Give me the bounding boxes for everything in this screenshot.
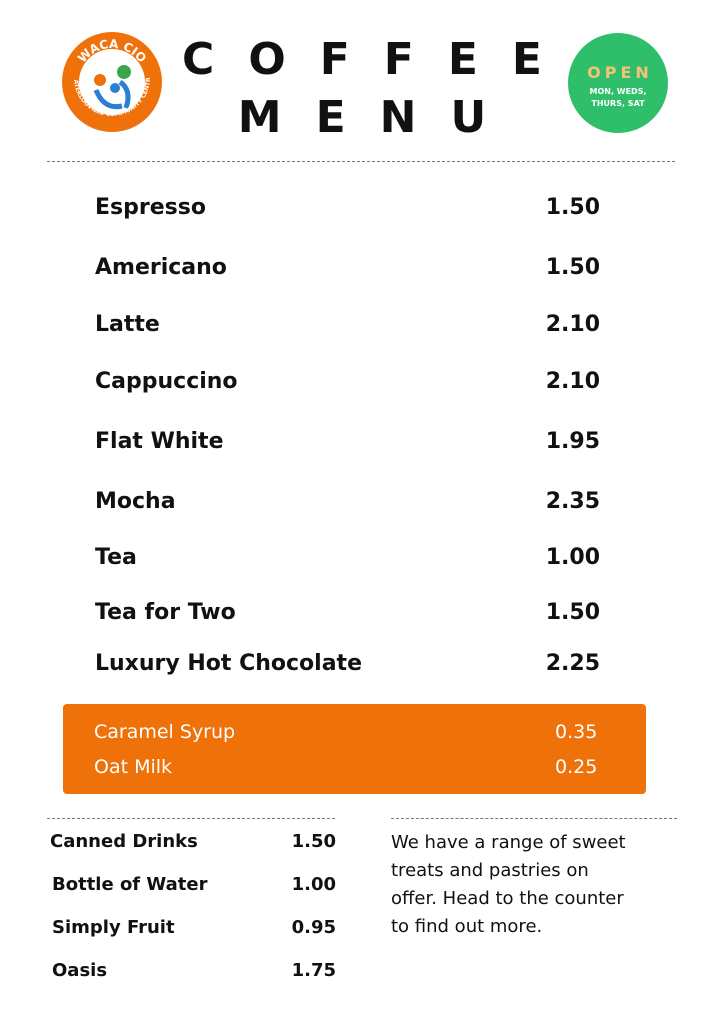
title-line: MENU — [237, 92, 521, 143]
drink-price: 1.00 — [291, 874, 336, 895]
note-line: offer. Head to the counter — [391, 888, 624, 909]
drink-price: 0.95 — [291, 917, 336, 938]
drink-name: Simply Fruit — [52, 917, 175, 938]
item-name: Tea for Two — [95, 600, 236, 625]
item-name: Tea — [95, 545, 137, 570]
item-price: 2.35 — [545, 489, 600, 514]
item-name: Luxury Hot Chocolate — [95, 651, 362, 676]
item-price: 1.00 — [545, 545, 600, 570]
logo: WACA CIO WATERLOOVILLE COMMUNITY CENTRE — [60, 30, 162, 132]
item-price: 2.10 — [545, 312, 600, 337]
logo-figure — [117, 65, 131, 79]
item-name: Cappuccino — [95, 369, 238, 394]
item-price: 1.50 — [545, 255, 600, 280]
badge-day-line: THURS, SAT — [591, 99, 645, 108]
item-name: Mocha — [95, 489, 176, 514]
logo-figure — [94, 74, 106, 86]
open-badge: OPEN MON, WEDS, THURS, SAT — [568, 33, 668, 133]
logo-figure — [110, 83, 120, 93]
badge-status: OPEN — [587, 63, 653, 82]
drink-name: Canned Drinks — [50, 831, 198, 852]
divider — [47, 161, 675, 162]
extra-name: Oat Milk — [94, 756, 173, 778]
item-name: Americano — [95, 255, 227, 280]
note-line: We have a range of sweet — [391, 832, 626, 853]
item-name: Flat White — [95, 429, 224, 454]
item-price: 1.95 — [545, 429, 600, 454]
item-price: 2.10 — [545, 369, 600, 394]
item-name: Latte — [95, 312, 160, 337]
item-price: 1.50 — [545, 195, 600, 220]
extra-price: 0.35 — [555, 721, 598, 743]
note-line: to find out more. — [391, 916, 543, 937]
extra-price: 0.25 — [555, 756, 598, 778]
divider — [47, 818, 335, 819]
extra-name: Caramel Syrup — [94, 721, 236, 743]
logo-figure — [93, 79, 131, 110]
item-price: 2.25 — [545, 651, 600, 676]
note-line: treats and pastries on — [391, 860, 589, 881]
drink-price: 1.50 — [291, 831, 336, 852]
drink-name: Bottle of Water — [52, 874, 208, 895]
divider — [391, 818, 677, 819]
badge-day-line: MON, WEDS, — [589, 87, 647, 96]
item-name: Espresso — [95, 195, 206, 220]
item-price: 1.50 — [545, 600, 600, 625]
extras-box — [63, 704, 646, 794]
drink-name: Oasis — [52, 960, 108, 981]
drink-price: 1.75 — [291, 960, 336, 981]
title-line: COFFEE — [182, 34, 576, 85]
